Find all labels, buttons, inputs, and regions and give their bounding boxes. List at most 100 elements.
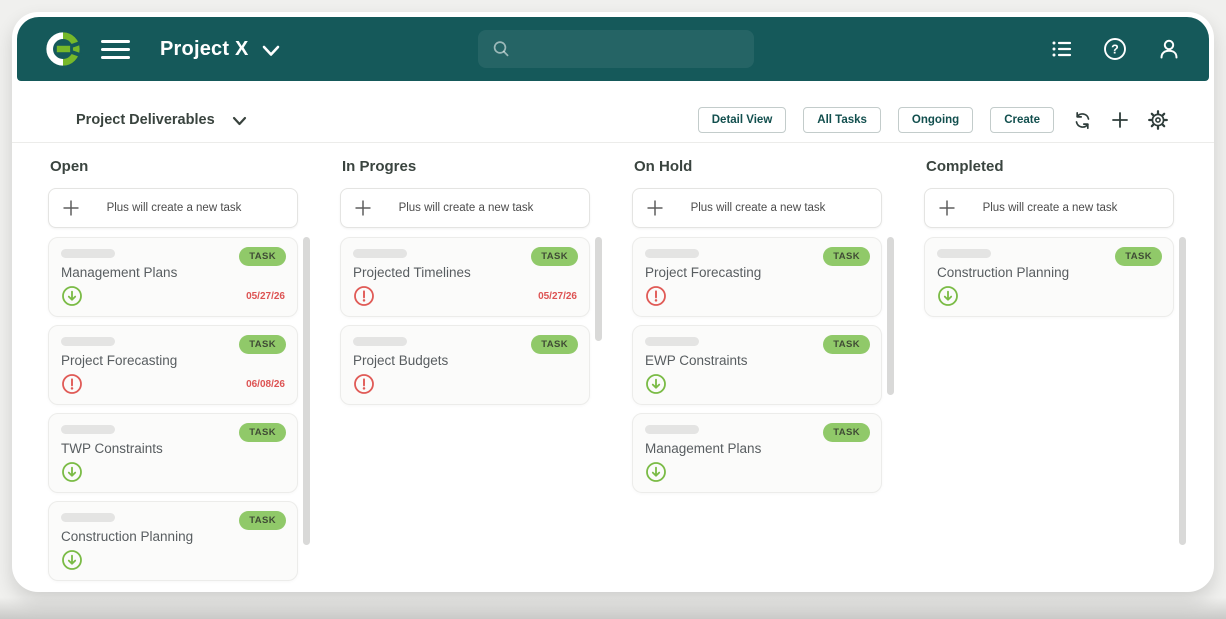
task-card[interactable]: TASK Project Forecasting: [632, 237, 882, 317]
task-badge: TASK: [531, 335, 578, 354]
task-card[interactable]: TASK EWP Constraints: [632, 325, 882, 405]
label-placeholder: [61, 425, 115, 434]
task-badge: TASK: [1115, 247, 1162, 266]
cards: TASK Management Plans 05/27/26 TASK Proj…: [48, 237, 310, 581]
help-icon[interactable]: ?: [1103, 37, 1127, 61]
task-card[interactable]: TASK TWP Constraints: [48, 413, 298, 493]
column-scrollbar[interactable]: [595, 237, 602, 341]
cards: TASK Projected Timelines 05/27/26 TASK P…: [340, 237, 602, 405]
detail-view-button[interactable]: Detail View: [697, 107, 787, 133]
task-card[interactable]: TASK Management Plans: [632, 413, 882, 493]
header-actions: ?: [1050, 37, 1209, 61]
ongoing-button[interactable]: Ongoing: [897, 107, 974, 133]
add-task-button[interactable]: Plus will create a new task: [924, 188, 1174, 228]
task-title: EWP Constraints: [645, 353, 748, 368]
hamburger-icon[interactable]: [101, 39, 130, 59]
all-tasks-button[interactable]: All Tasks: [803, 107, 881, 133]
label-placeholder: [645, 249, 699, 258]
kanban-column: On Hold Plus will create a new task TASK…: [632, 158, 894, 589]
task-card[interactable]: TASK Management Plans 05/27/26: [48, 237, 298, 317]
due-date: 06/08/26: [246, 378, 285, 390]
add-task-button[interactable]: Plus will create a new task: [48, 188, 298, 228]
label-placeholder: [937, 249, 991, 258]
task-title: Project Forecasting: [645, 265, 762, 280]
add-task-label: Plus will create a new task: [106, 202, 242, 214]
arrow-down-circle-icon: [62, 286, 82, 306]
alert-circle-icon: [62, 374, 82, 394]
plus-icon: [355, 200, 371, 216]
plus-icon[interactable]: [1111, 111, 1129, 129]
task-badge: TASK: [239, 423, 286, 442]
task-card[interactable]: TASK Construction Planning: [48, 501, 298, 581]
column-scrollbar[interactable]: [887, 237, 894, 395]
task-title: TWP Constraints: [61, 441, 163, 456]
task-card[interactable]: TASK Construction Planning: [924, 237, 1174, 317]
task-title: Project Forecasting: [61, 353, 178, 368]
label-placeholder: [61, 337, 115, 346]
column-scrollbar[interactable]: [1179, 237, 1186, 545]
task-badge: TASK: [823, 247, 870, 266]
add-task-button[interactable]: Plus will create a new task: [340, 188, 590, 228]
arrow-down-circle-icon: [646, 462, 666, 482]
refresh-icon[interactable]: [1073, 111, 1092, 130]
profile-icon[interactable]: [1157, 37, 1181, 61]
task-badge: TASK: [239, 335, 286, 354]
search-input[interactable]: [520, 40, 734, 58]
create-button[interactable]: Create: [990, 107, 1054, 133]
plus-icon: [647, 200, 663, 216]
task-card[interactable]: TASK Project Budgets: [340, 325, 590, 405]
cards: TASK Project Forecasting TASK EWP Constr…: [632, 237, 894, 493]
kanban-column: Open Plus will create a new task TASK Ma…: [48, 158, 310, 589]
alert-circle-icon: [354, 374, 374, 394]
svg-text:?: ?: [1111, 42, 1119, 56]
kanban-board: Open Plus will create a new task TASK Ma…: [48, 158, 1216, 589]
project-selector[interactable]: Project X: [160, 37, 249, 60]
task-badge: TASK: [823, 423, 870, 442]
task-title: Construction Planning: [61, 529, 194, 544]
column-title: On Hold: [634, 158, 693, 175]
search-bar[interactable]: [478, 30, 754, 68]
task-title: Management Plans: [61, 265, 178, 280]
task-card[interactable]: TASK Project Forecasting 06/08/26: [48, 325, 298, 405]
task-badge: TASK: [531, 247, 578, 266]
task-badge: TASK: [239, 247, 286, 266]
arrow-down-circle-icon: [938, 286, 958, 306]
label-placeholder: [645, 425, 699, 434]
board-title: Project Deliverables: [76, 112, 215, 128]
search-icon: [493, 41, 509, 57]
toolbar: Project Deliverables Detail View All Tas…: [12, 107, 1214, 143]
task-title: Projected Timelines: [353, 265, 471, 280]
app-logo-icon: [46, 32, 82, 66]
column-title: In Progres: [342, 158, 417, 175]
list-view-icon[interactable]: [1050, 38, 1073, 60]
due-date: 05/27/26: [246, 290, 285, 302]
task-badge: TASK: [823, 335, 870, 354]
task-title: Construction Planning: [937, 265, 1070, 280]
app-header: Project X ?: [17, 17, 1209, 81]
kanban-column: Completed Plus will create a new task TA…: [924, 158, 1186, 589]
arrow-down-circle-icon: [646, 374, 666, 394]
label-placeholder: [353, 249, 407, 258]
label-placeholder: [61, 513, 115, 522]
chevron-down-icon[interactable]: [262, 45, 280, 57]
cards: TASK Construction Planning: [924, 237, 1186, 545]
alert-circle-icon: [354, 286, 374, 306]
task-title: Project Budgets: [353, 353, 449, 368]
arrow-down-circle-icon: [62, 550, 82, 570]
label-placeholder: [353, 337, 407, 346]
task-badge: TASK: [239, 511, 286, 530]
gear-icon[interactable]: [1148, 110, 1168, 130]
task-card[interactable]: TASK Projected Timelines 05/27/26: [340, 237, 590, 317]
label-placeholder: [645, 337, 699, 346]
label-placeholder: [61, 249, 115, 258]
alert-circle-icon: [646, 286, 666, 306]
kanban-column: In Progres Plus will create a new task T…: [340, 158, 602, 589]
add-task-label: Plus will create a new task: [982, 202, 1118, 214]
column-scrollbar[interactable]: [303, 237, 310, 545]
due-date: 05/27/26: [538, 290, 577, 302]
arrow-down-circle-icon: [62, 462, 82, 482]
column-title: Open: [50, 158, 89, 175]
chevron-down-icon[interactable]: [232, 116, 247, 126]
app-window: Project X ?: [12, 12, 1214, 592]
add-task-button[interactable]: Plus will create a new task: [632, 188, 882, 228]
